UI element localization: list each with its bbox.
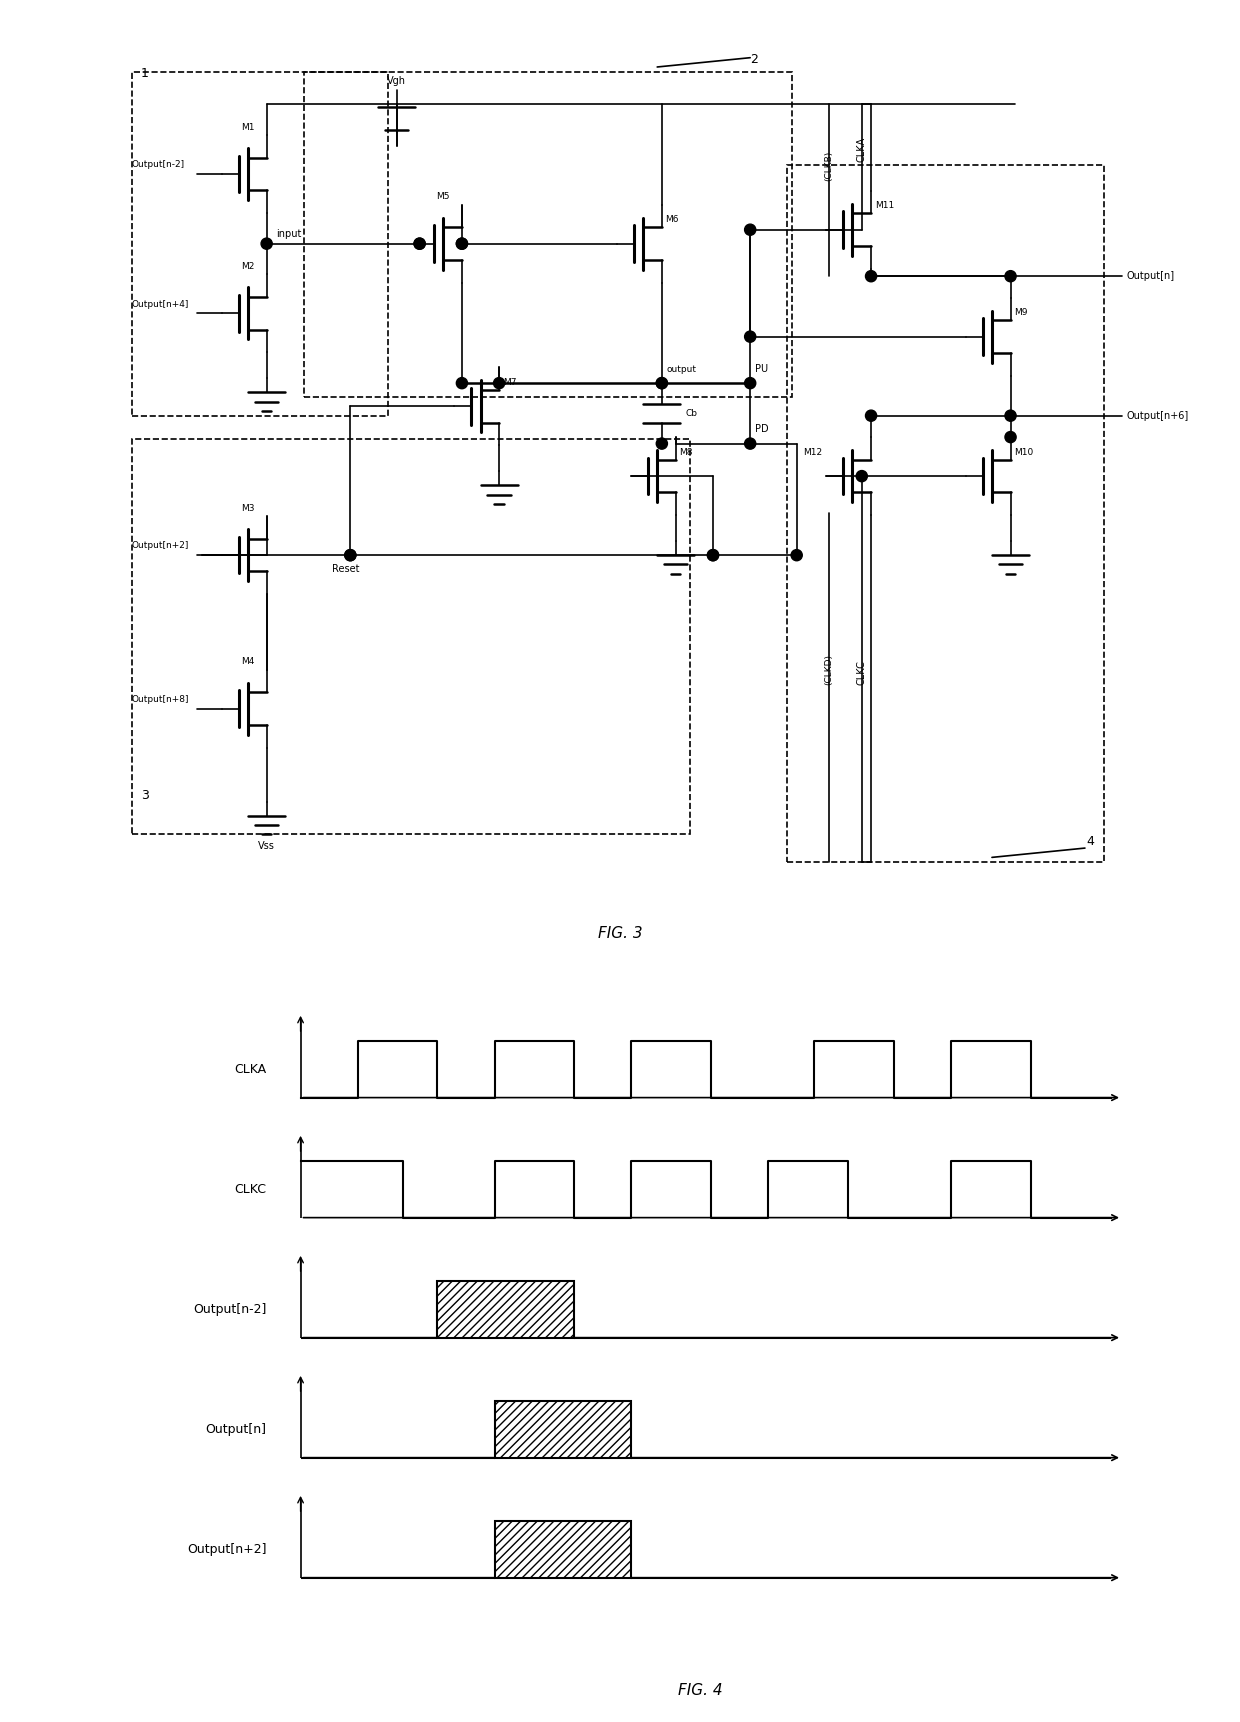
Bar [438,1281,574,1338]
Circle shape [456,377,467,389]
Text: Output[n+8]: Output[n+8] [131,694,190,704]
Text: Output[n+6]: Output[n+6] [1127,410,1189,420]
Text: M2: M2 [242,262,254,270]
Circle shape [345,549,356,561]
Text: Output[n-2]: Output[n-2] [131,160,185,169]
Text: M3: M3 [242,505,254,513]
Circle shape [744,377,755,389]
Bar [787,165,1104,863]
Circle shape [1004,410,1016,422]
Text: 3: 3 [141,789,149,802]
Text: 2: 2 [750,53,758,65]
Text: Output[n]: Output[n] [1127,270,1176,281]
Circle shape [1004,432,1016,443]
Text: Reset: Reset [332,565,360,575]
Circle shape [1004,270,1016,282]
Text: FIG. 4: FIG. 4 [677,1682,722,1698]
Circle shape [707,549,718,561]
Text: 4: 4 [1086,835,1094,849]
Circle shape [414,238,425,250]
Text: M9: M9 [1014,308,1028,317]
Text: M11: M11 [874,201,894,210]
Bar [495,1402,631,1457]
Circle shape [866,270,877,282]
Text: Output[n+4]: Output[n+4] [131,300,190,308]
Circle shape [744,437,755,449]
Text: Vss: Vss [258,840,275,851]
Text: Output[n+2]: Output[n+2] [187,1543,267,1557]
Circle shape [866,410,877,422]
Circle shape [494,377,505,389]
Text: M1: M1 [242,122,254,131]
Text: CLKC: CLKC [857,661,867,685]
Text: M5: M5 [436,193,450,201]
Text: FIG. 3: FIG. 3 [598,926,642,940]
Circle shape [414,238,425,250]
Text: M7: M7 [503,377,516,387]
Text: Output[n-2]: Output[n-2] [193,1304,267,1316]
Text: M12: M12 [804,448,822,456]
Circle shape [656,437,667,449]
Text: CLKA: CLKA [857,136,867,162]
Circle shape [456,238,467,250]
Circle shape [345,549,356,561]
Text: M6: M6 [666,215,680,224]
Circle shape [744,224,755,236]
Text: output: output [666,365,697,374]
Text: (CLKB): (CLKB) [825,152,833,181]
Circle shape [744,331,755,343]
Text: CLKC: CLKC [234,1183,267,1195]
Bar [495,1521,631,1577]
Circle shape [656,377,667,389]
Circle shape [456,238,467,250]
Circle shape [262,238,273,250]
Text: M8: M8 [680,448,693,456]
Text: 1: 1 [141,67,149,79]
Bar [131,72,388,415]
Text: Output[n+2]: Output[n+2] [131,541,190,551]
Text: PD: PD [755,424,769,434]
Text: Output[n]: Output[n] [206,1422,267,1436]
Text: Cb: Cb [684,408,697,418]
Circle shape [856,470,867,482]
Bar [131,439,689,833]
Text: (CLKD): (CLKD) [825,654,833,685]
Circle shape [791,549,802,561]
Text: M10: M10 [1014,448,1033,456]
Text: Vgh: Vgh [387,76,407,86]
Text: PU: PU [755,363,768,374]
Circle shape [707,549,718,561]
Text: input: input [277,229,301,239]
Bar [304,72,792,398]
Text: CLKA: CLKA [234,1062,267,1076]
Text: M4: M4 [242,658,254,666]
Circle shape [656,377,667,389]
